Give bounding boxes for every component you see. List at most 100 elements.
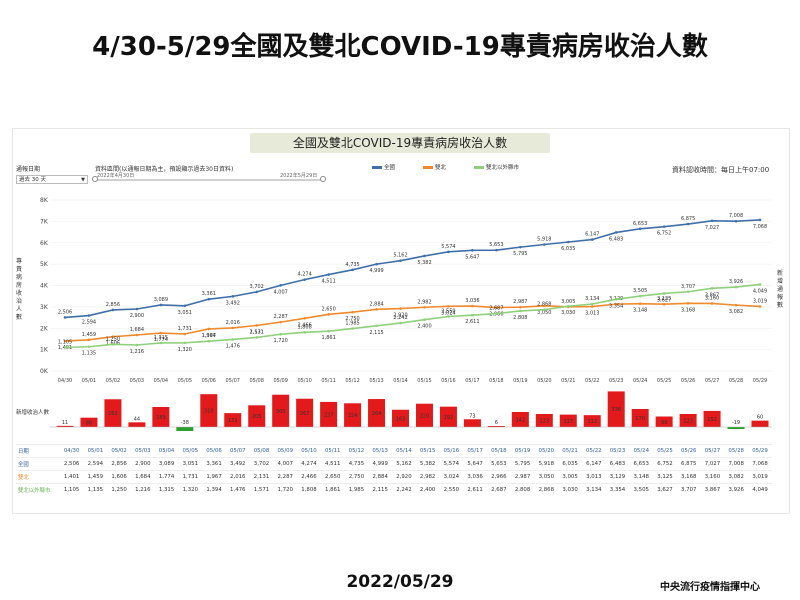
data-point xyxy=(590,305,594,308)
bar xyxy=(368,399,386,427)
data-point xyxy=(638,227,642,231)
data-point xyxy=(399,259,402,262)
table-cell: 2,856 xyxy=(111,461,127,467)
slider-start-handle[interactable] xyxy=(92,176,98,182)
table-row-label: 日期 xyxy=(18,449,29,455)
table-cell: 1,320 xyxy=(182,487,199,493)
y-tick-label: 0K xyxy=(40,368,49,375)
bar xyxy=(176,427,194,432)
data-point xyxy=(399,307,402,310)
table-cell: 5,162 xyxy=(396,461,412,467)
data-point xyxy=(614,231,618,234)
data-point xyxy=(686,222,690,226)
data-point xyxy=(111,342,115,346)
data-label: 2,982 xyxy=(417,299,431,305)
period-select[interactable]: 過去 30 天 ▼ xyxy=(16,175,88,184)
bar-label: 152 xyxy=(707,417,717,423)
data-label: 3,019 xyxy=(753,298,767,304)
data-label: 3,051 xyxy=(178,310,192,316)
data-point xyxy=(159,341,163,345)
table-cell: 05/04 xyxy=(158,448,175,454)
data-label: 2,920 xyxy=(393,313,407,319)
data-label: 6,752 xyxy=(657,231,671,237)
bar xyxy=(583,415,601,427)
x-tick-label: 05/26 xyxy=(681,378,695,384)
table-cell: 1,808 xyxy=(301,487,317,493)
data-label: 5,918 xyxy=(537,237,551,243)
slider-end-handle[interactable] xyxy=(320,176,326,182)
data-point xyxy=(327,329,330,333)
table-cell: 5,653 xyxy=(491,461,507,467)
data-label: 2,115 xyxy=(369,330,383,336)
table-cell: 05/20 xyxy=(538,448,555,454)
y-tick-label: 1K xyxy=(40,347,49,354)
data-label: 2,594 xyxy=(82,320,96,326)
table-row-label: 雙北以外縣市 xyxy=(18,488,51,494)
table-cell: 05/29 xyxy=(752,448,768,454)
bar xyxy=(511,411,529,427)
table-cell: 05/15 xyxy=(419,448,436,454)
x-tick-label: 05/06 xyxy=(202,378,216,384)
data-point xyxy=(495,248,498,252)
data-label: 4,049 xyxy=(753,288,767,294)
bar-label: 11 xyxy=(62,420,68,426)
data-label: 1,731 xyxy=(178,326,192,332)
table-cell: 7,008 xyxy=(728,461,744,467)
table-cell: 3,168 xyxy=(681,474,697,480)
table-cell: 3,361 xyxy=(206,461,222,467)
table-cell: 3,926 xyxy=(728,487,744,493)
table-cell: 05/11 xyxy=(324,448,341,454)
data-point xyxy=(758,305,762,308)
table-cell: 1,459 xyxy=(87,474,104,480)
table-cell: 05/23 xyxy=(609,448,626,454)
data-point xyxy=(662,302,666,306)
data-point xyxy=(351,310,354,314)
chevron-down-icon: ▼ xyxy=(81,177,85,183)
date-range-slider[interactable] xyxy=(92,176,326,182)
table-cell: 05/25 xyxy=(657,448,673,454)
table-cell: 1,731 xyxy=(182,474,199,480)
table-cell: 3,702 xyxy=(253,461,270,467)
data-label: 5,795 xyxy=(513,251,527,257)
bar-label: 44 xyxy=(134,416,140,422)
data-point xyxy=(686,290,690,294)
data-point xyxy=(447,315,450,318)
bar-label: 336 xyxy=(611,407,621,413)
data-point xyxy=(543,304,546,308)
table-cell: 3,051 xyxy=(182,461,199,467)
table-cell: 05/10 xyxy=(301,448,317,454)
data-label: 1,105 xyxy=(58,339,72,345)
x-tick-label: 05/01 xyxy=(82,378,96,384)
table-cell: 3,134 xyxy=(586,487,602,493)
bar-label: 73 xyxy=(469,413,475,419)
table-cell: 7,068 xyxy=(752,461,768,467)
data-table: 日期 04/30 05/01 05/02 05/03 05/04 05/05 05/06 05/… xyxy=(16,444,772,496)
chart-panel xyxy=(12,128,790,514)
table-cell: 3,019 xyxy=(752,474,768,480)
table-cell: 3,354 xyxy=(609,487,626,493)
data-point xyxy=(447,305,450,308)
table-cell: 2,594 xyxy=(87,461,104,467)
data-label: 7,008 xyxy=(729,213,743,219)
data-label: 2,287 xyxy=(274,314,288,320)
table-cell: 05/18 xyxy=(491,448,507,454)
new-admissions-label: 新增收治人數 xyxy=(16,410,50,416)
series-line-1 xyxy=(64,302,761,342)
data-point xyxy=(183,304,187,308)
bar-label: -38 xyxy=(181,420,189,426)
data-label: 2,016 xyxy=(226,320,240,326)
data-point xyxy=(135,307,139,311)
table-cell: 3,867 xyxy=(704,487,721,493)
x-tick-label: 05/02 xyxy=(106,378,120,384)
x-tick-label: 05/12 xyxy=(345,378,359,384)
y-tick-label: 6K xyxy=(40,240,49,247)
data-label: 2,242 xyxy=(393,315,407,321)
data-label: 6,875 xyxy=(681,216,695,222)
data-point xyxy=(231,338,235,341)
data-label: 2,868 xyxy=(537,302,551,308)
table-cell: 1,720 xyxy=(277,487,293,493)
table-cell: 3,036 xyxy=(467,474,483,480)
footer-date: 2022/05/29 xyxy=(346,572,454,592)
data-point xyxy=(255,324,259,327)
